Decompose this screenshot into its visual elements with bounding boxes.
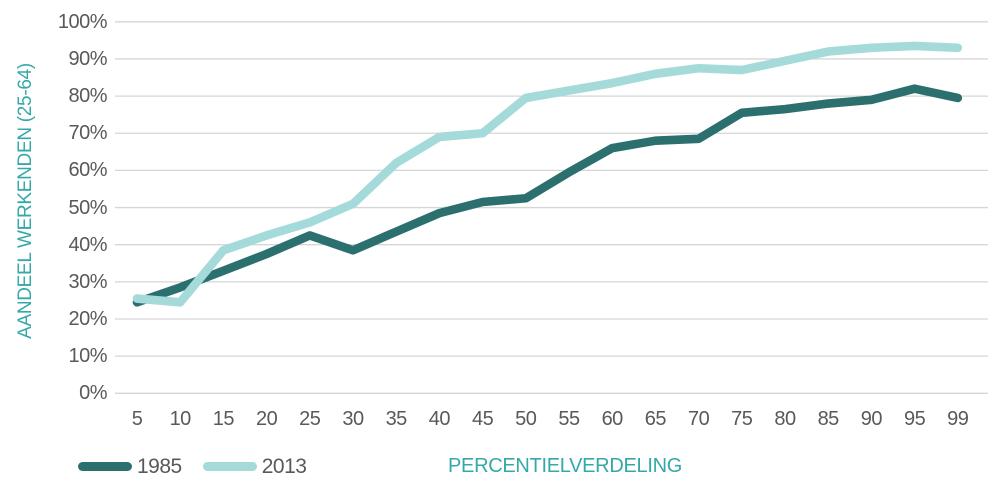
x-tick-label: 15: [212, 408, 235, 430]
x-tick-label: 80: [774, 408, 796, 430]
x-tick-label: 30: [342, 408, 364, 430]
legend-swatch-2013-icon: [202, 462, 257, 471]
x-tick-label: 99: [947, 408, 969, 430]
legend: 1985 2013: [78, 456, 327, 477]
x-tick-label: 70: [687, 408, 710, 430]
gridlines: [115, 21, 988, 394]
y-tick-label: 40%: [68, 233, 107, 256]
legend-swatch-1985-icon: [78, 462, 132, 471]
x-tick-label: 60: [601, 408, 624, 430]
x-tick-label: 65: [644, 408, 667, 430]
series-lines: [132, 41, 963, 307]
x-tick-label: 75: [731, 408, 753, 430]
x-tick-label: 90: [860, 408, 883, 430]
x-tick-label: 85: [817, 408, 840, 430]
y-axis-title: AANDEEL WERKENDEN (25-64): [15, 63, 36, 339]
x-axis-title: PERCENTIELVERDELING: [448, 455, 682, 477]
x-tick-label: 35: [385, 408, 408, 430]
legend-item-2013: 2013: [202, 455, 307, 478]
y-tick-label: 20%: [68, 308, 107, 330]
x-tick-label: 40: [428, 408, 451, 430]
x-tick-label: 20: [255, 408, 278, 430]
x-tick-label: 55: [558, 408, 580, 430]
series-line-1985: [132, 84, 963, 307]
series-line-2013: [132, 41, 963, 307]
y-tick-label: 10%: [68, 345, 107, 368]
y-tick-label: 60%: [68, 159, 107, 182]
y-tick-label: 50%: [68, 196, 107, 219]
y-tick-label: 30%: [68, 270, 107, 293]
x-tick-label: 25: [299, 408, 321, 430]
legend-label-1985: 1985: [137, 455, 182, 478]
x-tick-label: 10: [169, 408, 192, 430]
legend-label-2013: 2013: [261, 455, 307, 478]
x-tick-label: 50: [515, 408, 537, 430]
y-tick-label: 70%: [68, 122, 107, 145]
y-tick-label: 80%: [68, 85, 107, 108]
x-tick-label: 5: [131, 408, 143, 430]
y-tick-label: 100%: [57, 10, 108, 33]
x-tick-label: 45: [471, 408, 494, 430]
y-tick-label: 0%: [79, 382, 107, 405]
x-tick-label: 95: [903, 408, 926, 430]
y-tick-label: 90%: [68, 47, 107, 70]
legend-item-1985: 1985: [78, 456, 182, 477]
